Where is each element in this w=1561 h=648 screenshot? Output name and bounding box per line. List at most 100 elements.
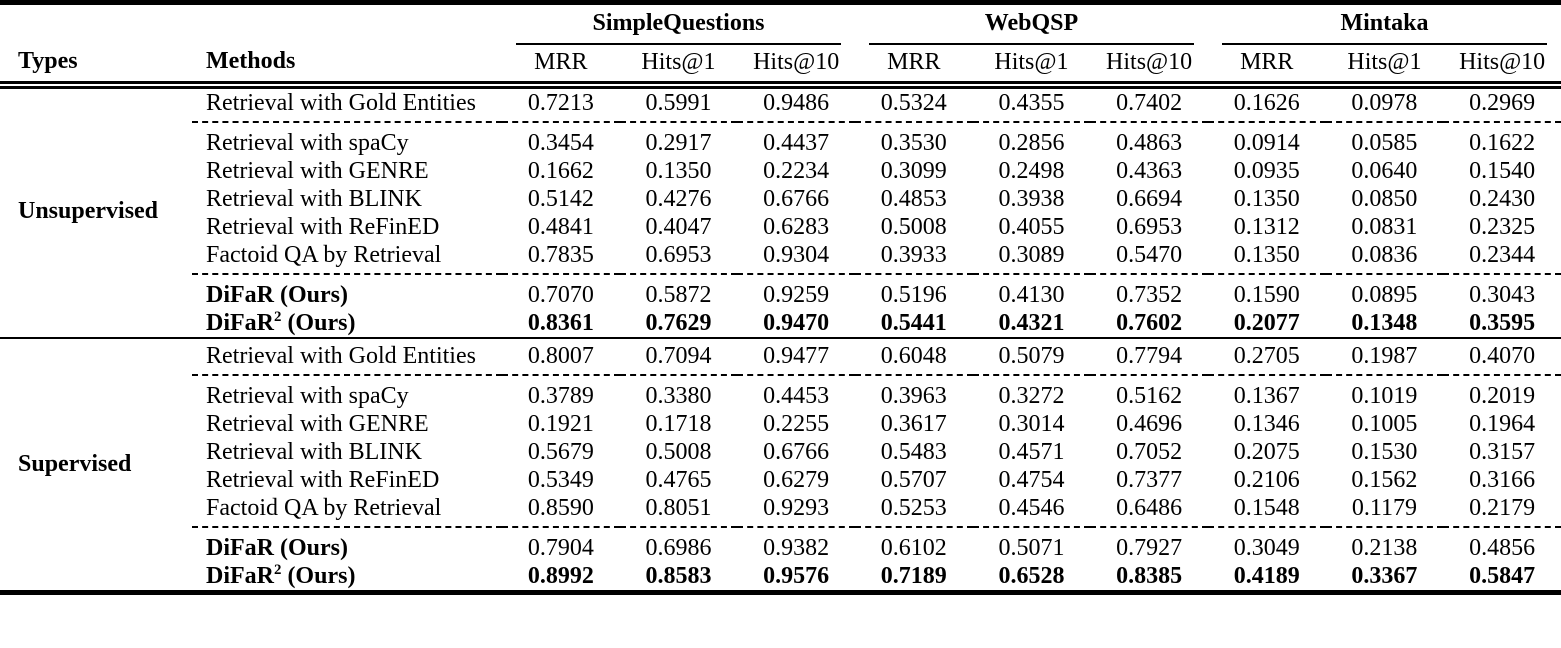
value-cell: 0.5679 [527, 439, 594, 465]
value-cell: 0.1350 [645, 158, 712, 184]
value-cell: 0.7052 [1116, 439, 1183, 465]
value-cell: 0.4189 [1233, 563, 1300, 589]
value-cell: 0.5872 [619, 273, 738, 309]
value-cell: 0.6766 [763, 186, 830, 212]
value-cell: 0.7602 [1116, 310, 1183, 336]
method-cell: Retrieval with ReFinED [206, 214, 440, 240]
method-cell: DiFaR (Ours) [192, 526, 502, 562]
value-cell: 0.6766 [763, 439, 830, 465]
value-cell: 0.6986 [619, 526, 738, 562]
value-cell: 0.3933 [880, 242, 947, 268]
value-cell: 0.0640 [1351, 158, 1418, 184]
value-cell: 0.0935 [1233, 158, 1300, 184]
value-cell: 0.5349 [527, 467, 594, 493]
value-cell: 0.6102 [854, 526, 973, 562]
method-cell: Retrieval with GENRE [206, 411, 429, 437]
value-cell: 0.3367 [1351, 563, 1418, 589]
value-cell: 0.0585 [1325, 121, 1444, 157]
group-label: WebQSP [984, 10, 1079, 36]
table-row: Supervised Retrieval with Gold Entities 0.… [0, 337, 1561, 593]
value-cell: 0.3157 [1469, 439, 1536, 465]
value-cell: 0.1350 [1233, 242, 1300, 268]
value-cell: 0.1019 [1325, 374, 1444, 410]
value-cell: 0.9304 [763, 242, 830, 268]
value-cell: 0.7189 [880, 563, 947, 589]
value-cell: 0.4754 [998, 467, 1065, 493]
value-cell: 0.3166 [1469, 467, 1536, 493]
methods-header: Methods [192, 2, 502, 89]
value-cell: 0.2106 [1233, 467, 1300, 493]
value-cell: 0.4696 [1116, 411, 1183, 437]
value-cell: 0.5483 [880, 439, 947, 465]
value-cell: 0.0836 [1351, 242, 1418, 268]
method-cell: Factoid QA by Retrieval [206, 242, 442, 268]
value-cell: 0.1346 [1233, 411, 1300, 437]
value-cell: 0.4546 [998, 495, 1065, 521]
table-row: Retrieval with GENRE 0.1921 0.1718 0.2255 0.… [0, 410, 1561, 438]
table-row: Retrieval with spaCy 0.3454 0.2917 0.4437 0.… [0, 121, 1561, 157]
value-cell: 0.5847 [1469, 563, 1536, 589]
value-cell: 0.7070 [502, 273, 620, 309]
value-cell: 0.4321 [998, 310, 1065, 336]
value-cell: 0.3089 [998, 242, 1065, 268]
value-cell: 0.2325 [1469, 214, 1536, 240]
value-cell: 0.3043 [1443, 273, 1561, 309]
value-cell: 0.6953 [1116, 214, 1183, 240]
value-cell: 0.5253 [880, 495, 947, 521]
value-cell: 0.5196 [854, 273, 973, 309]
value-cell: 0.2255 [763, 411, 830, 437]
metric-header-mintaka-hits-1: Hits@1 [1325, 45, 1444, 89]
group-header-mintaka: Mintaka [1208, 3, 1561, 45]
value-cell: 0.1921 [527, 411, 594, 437]
superscript-2: 2 [274, 562, 282, 578]
value-cell: 0.8992 [527, 563, 594, 589]
method-cell: Retrieval with Gold Entities [192, 337, 502, 375]
types-cell-supervised: Supervised [0, 337, 192, 593]
value-cell: 0.5470 [1116, 242, 1183, 268]
value-cell: 0.2075 [1233, 439, 1300, 465]
value-cell: 0.6283 [763, 214, 830, 240]
value-cell: 0.7094 [619, 337, 738, 375]
value-cell: 0.4856 [1443, 526, 1561, 562]
value-cell: 0.1179 [1351, 495, 1417, 521]
metric-header-mintaka-mrr: MRR [1207, 45, 1326, 89]
value-cell: 0.2856 [972, 121, 1091, 157]
metric-header-webqsp-hits-1: Hits@1 [972, 45, 1091, 89]
value-cell: 0.1718 [645, 411, 712, 437]
value-cell: 0.1622 [1443, 121, 1561, 157]
value-cell: 0.4047 [645, 214, 712, 240]
group-underline: WebQSP [868, 10, 1194, 45]
value-cell: 0.1987 [1325, 337, 1444, 375]
value-cell: 0.2969 [1469, 90, 1536, 116]
table-row: DiFaR2 (Ours) 0.8992 0.8583 0.9576 0.7189 0.6… [0, 562, 1561, 593]
value-cell: 0.3963 [854, 374, 973, 410]
results-table: Types Methods SimpleQuestions WebQSP Mintaka… [0, 0, 1561, 595]
value-cell: 0.5071 [972, 526, 1091, 562]
value-cell: 0.8590 [527, 495, 594, 521]
value-cell: 0.4863 [1090, 121, 1208, 157]
value-cell: 0.3530 [854, 121, 973, 157]
value-cell: 0.2019 [1443, 374, 1561, 410]
table-row: Unsupervised Retrieval with Gold Entities… [0, 85, 1561, 224]
value-cell: 0.6048 [854, 337, 973, 375]
value-cell: 0.7629 [645, 310, 712, 336]
value-cell: 0.6486 [1116, 495, 1183, 521]
value-cell: 0.7402 [1116, 90, 1183, 116]
value-cell: 0.3049 [1207, 526, 1326, 562]
method-cell: Retrieval with spaCy [192, 374, 502, 410]
table-row: Retrieval with BLINK 0.5679 0.5008 0.6766 0.… [0, 438, 1561, 466]
value-cell: 0.8385 [1116, 563, 1183, 589]
group-header-simplequestions: SimpleQuestions [502, 3, 855, 45]
table-row: DiFaR (Ours) 0.7070 0.5872 0.9259 0.5196 0.41… [0, 273, 1561, 309]
metric-header-webqsp-mrr: MRR [854, 45, 973, 89]
value-cell: 0.3789 [502, 374, 620, 410]
value-cell: 0.9293 [763, 495, 830, 521]
method-cell: Factoid QA by Retrieval [206, 495, 442, 521]
value-cell: 0.0850 [1351, 186, 1418, 212]
value-cell: 0.9477 [737, 337, 855, 375]
value-cell: 0.5008 [880, 214, 947, 240]
value-cell: 0.0978 [1351, 90, 1418, 116]
value-cell: 0.9576 [763, 563, 830, 589]
value-cell: 0.8361 [527, 310, 594, 336]
value-cell: 0.4437 [737, 121, 855, 157]
